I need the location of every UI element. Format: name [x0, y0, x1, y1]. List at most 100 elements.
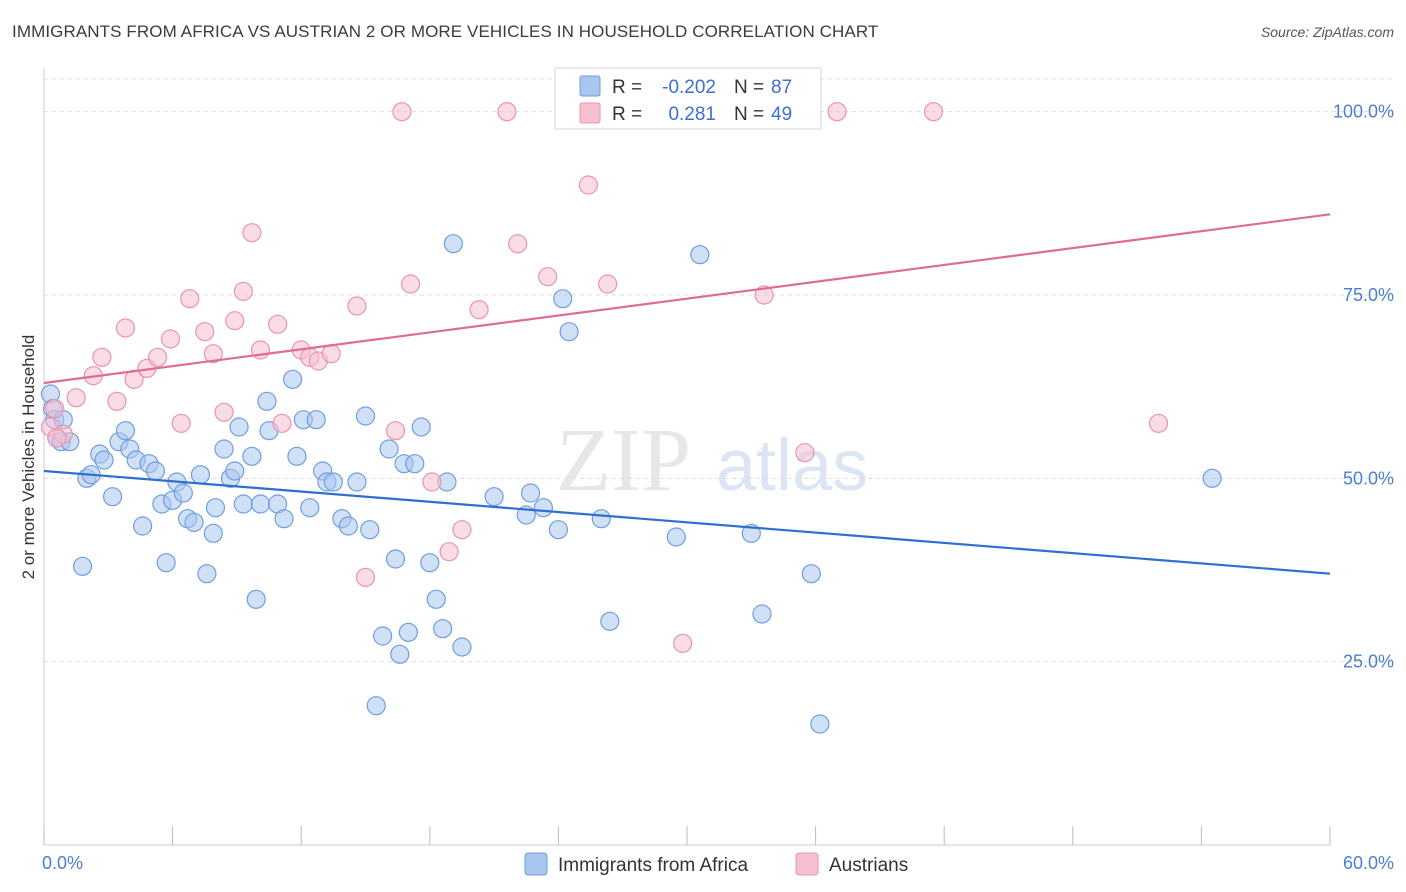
y-tick-labels: 25.0% 50.0% 75.0% 100.0% [1333, 102, 1394, 672]
x-tick-min: 0.0% [42, 853, 83, 873]
data-point-austrians [66, 388, 86, 408]
data-point-africa [205, 498, 226, 518]
grid-lines [44, 78, 1395, 663]
data-point-austrians [225, 311, 245, 331]
data-point-austrians [578, 175, 599, 195]
data-point-africa [591, 509, 611, 529]
data-point-austrians [754, 285, 774, 305]
data-point-africa [433, 619, 453, 639]
data-point-africa [283, 369, 303, 389]
data-point-africa [338, 516, 358, 536]
data-point-austrians [272, 413, 292, 433]
data-point-africa [72, 556, 93, 576]
data-point-africa [379, 439, 399, 459]
data-point-africa [233, 494, 253, 514]
data-point-africa [145, 461, 166, 481]
data-point-austrians [439, 542, 459, 562]
data-point-africa [690, 245, 710, 265]
legend-n-value-2: 49 [771, 104, 792, 125]
data-point-austrians [795, 443, 815, 463]
data-point-austrians [1148, 413, 1169, 433]
legend-n-value-1: 87 [771, 77, 792, 98]
data-point-austrians [422, 472, 442, 492]
data-point-africa [390, 644, 410, 664]
data-point-austrians [115, 318, 136, 338]
data-point-africa [203, 523, 223, 543]
data-point-africa [533, 498, 553, 518]
data-point-africa [197, 564, 217, 584]
legend-r-value-2: 0.281 [668, 104, 716, 125]
data-point-africa [246, 589, 266, 609]
data-point-africa [484, 487, 504, 507]
bottom-legend-swatch-austrians [795, 852, 819, 876]
correlation-legend: R = -0.202 N = 87 R = 0.281 N = 49 [554, 67, 822, 130]
data-point-austrians [497, 102, 517, 122]
data-point-africa [366, 696, 386, 716]
y-tick-label: 25.0% [1343, 652, 1394, 672]
watermark-zip: ZIP [556, 411, 691, 510]
data-point-africa [1202, 468, 1222, 488]
legend-r-label-2: R = [612, 104, 642, 125]
data-point-africa [242, 446, 262, 466]
legend-swatch-pink [579, 102, 601, 124]
bottom-legend-label-austrians: Austrians [829, 855, 908, 876]
data-point-austrians [160, 329, 181, 349]
data-point-austrians [673, 633, 693, 653]
data-point-austrians [923, 102, 944, 122]
data-point-austrians [538, 267, 558, 287]
data-point-africa [132, 516, 153, 536]
data-point-austrians [195, 322, 215, 342]
data-point-austrians [392, 102, 412, 122]
data-point-austrians [321, 344, 341, 364]
x-tick-max: 60.0% [1343, 853, 1394, 873]
data-point-africa [411, 417, 431, 437]
data-point-africa [214, 439, 234, 459]
data-point-austrians [203, 344, 223, 364]
data-point-austrians [827, 102, 847, 122]
data-point-austrians [242, 223, 262, 243]
data-point-austrians [598, 274, 618, 294]
legend-r-label-1: R = [612, 77, 642, 98]
data-point-africa [323, 472, 343, 492]
data-point-austrians [347, 296, 367, 316]
data-point-africa [156, 553, 176, 573]
data-point-africa [548, 520, 569, 540]
data-point-africa [398, 622, 418, 642]
data-point-africa [405, 454, 425, 474]
chart-title: IMMIGRANTS FROM AFRICA VS AUSTRIAN 2 OR … [12, 22, 879, 41]
data-point-africa [553, 289, 573, 309]
data-point-africa [452, 637, 472, 657]
data-point-austrians [45, 399, 65, 419]
data-point-africa [520, 483, 541, 503]
legend-swatch-blue [579, 75, 601, 97]
data-point-austrians [147, 347, 168, 367]
series-legend: Immigrants from Africa Austrians [524, 852, 908, 876]
data-point-austrians [180, 289, 200, 309]
data-point-austrians [214, 402, 234, 422]
data-point-austrians [268, 314, 288, 334]
data-point-africa [559, 322, 579, 342]
data-point-africa [274, 509, 294, 529]
data-point-africa [420, 553, 440, 573]
data-point-africa [666, 527, 686, 547]
trend-line-austrians [43, 213, 1331, 385]
data-point-austrians [452, 520, 472, 540]
data-point-africa [225, 461, 245, 481]
axes [43, 68, 1331, 846]
data-point-africa [306, 410, 326, 430]
data-point-africa [229, 417, 249, 437]
data-point-africa [94, 450, 114, 470]
data-point-africa [300, 498, 320, 518]
data-point-africa [443, 234, 463, 254]
data-point-africa [373, 626, 393, 646]
trend-line-africa [43, 469, 1331, 575]
data-point-africa [360, 520, 380, 540]
data-point-austrians [47, 428, 67, 448]
watermark-atlas: atlas [716, 426, 868, 506]
data-point-austrians [508, 234, 528, 254]
bottom-legend-swatch-africa [524, 852, 548, 876]
data-point-africa [115, 421, 136, 441]
data-point-austrians [92, 347, 112, 367]
data-point-africa [173, 483, 193, 503]
